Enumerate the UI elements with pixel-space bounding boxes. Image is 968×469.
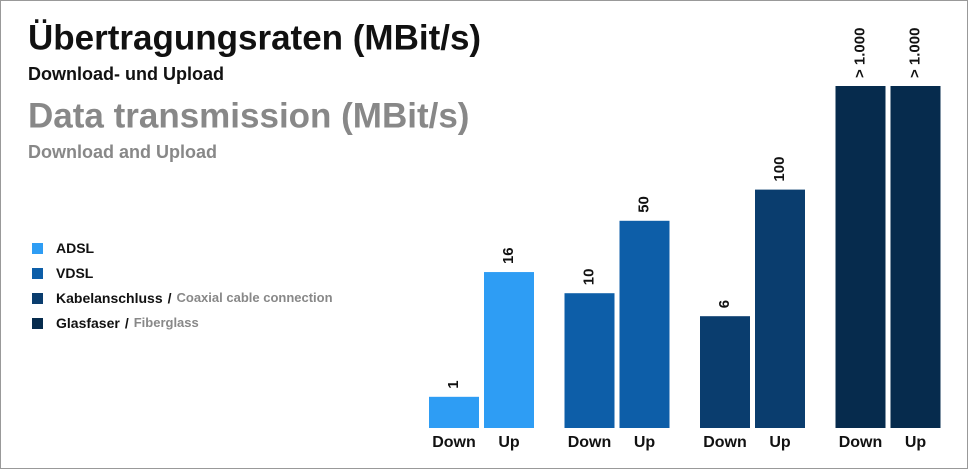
legend-swatch <box>32 268 43 279</box>
legend-swatch <box>32 318 43 329</box>
value-label: 10 <box>580 269 597 286</box>
value-label: 6 <box>716 300 733 308</box>
legend-label: ADSL <box>56 240 95 256</box>
legend-swatch <box>32 243 43 254</box>
chart-subtitle-en: Download and Upload <box>28 142 217 162</box>
legend-separator: / <box>168 290 172 306</box>
value-label: 50 <box>635 196 652 213</box>
value-label: 100 <box>771 157 788 182</box>
bar <box>755 189 805 428</box>
bar <box>619 220 670 428</box>
value-label: 16 <box>500 247 517 264</box>
x-tick-label: Down <box>568 434 612 451</box>
legend-name-en: Coaxial cable connection <box>177 290 333 305</box>
legend-name: VDSL <box>56 265 94 281</box>
x-tick-label: Up <box>498 434 520 451</box>
chart-title: Übertragungsraten (MBit/s) <box>28 18 481 57</box>
value-label: 1 <box>445 380 462 388</box>
bar <box>890 86 941 428</box>
legend-name: Kabelanschluss <box>56 290 163 306</box>
legend-label: Glasfaser / Fiberglass <box>56 315 199 331</box>
bar <box>700 316 750 428</box>
bar <box>484 272 534 428</box>
bar <box>835 86 886 428</box>
legend-label: Kabelanschluss / Coaxial cable connection <box>56 290 333 306</box>
x-tick-label: Up <box>634 434 656 451</box>
x-tick-label: Down <box>839 434 883 451</box>
x-tick-label: Down <box>432 434 476 451</box>
legend-separator: / <box>125 315 129 331</box>
x-tick-label: Up <box>905 434 927 451</box>
legend-name-en: Fiberglass <box>134 315 199 330</box>
legend-label: VDSL <box>56 265 94 281</box>
legend-name: Glasfaser <box>56 315 120 331</box>
value-label: > 1.000 <box>906 28 923 78</box>
chart-subtitle: Download- und Upload <box>28 64 224 84</box>
legend-swatch <box>32 293 43 304</box>
x-tick-label: Up <box>769 434 791 451</box>
bar <box>429 396 479 428</box>
x-tick-label: Down <box>703 434 747 451</box>
bar <box>564 293 615 428</box>
legend-name: ADSL <box>56 240 95 256</box>
chart-title-en: Data transmission (MBit/s) <box>28 96 469 135</box>
value-label: > 1.000 <box>851 28 868 78</box>
